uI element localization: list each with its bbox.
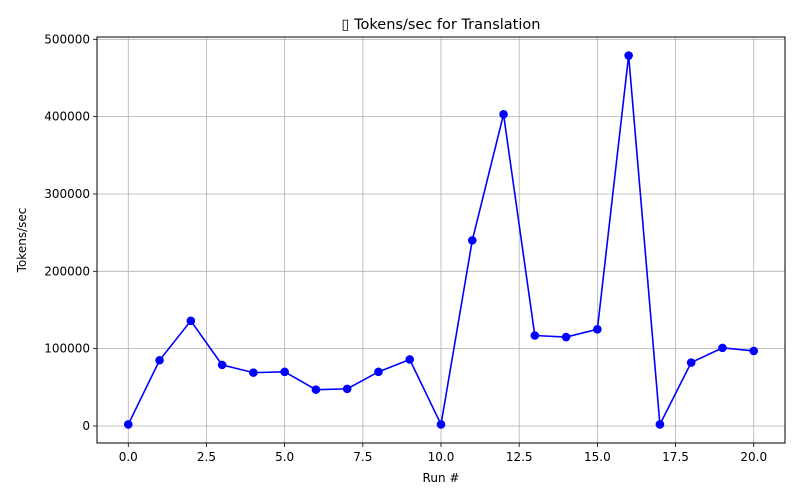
data-point xyxy=(593,325,602,334)
y-tick-label: 400000 xyxy=(44,110,90,124)
data-point xyxy=(624,51,633,60)
y-axis: 0 100000 200000 300000 400000 500000 xyxy=(44,32,97,433)
y-tick-label: 100000 xyxy=(44,342,90,356)
data-point xyxy=(186,316,196,326)
chart-title: ▯ Tokens/sec for Translation xyxy=(342,17,541,33)
data-point xyxy=(718,343,727,353)
data-point xyxy=(436,420,446,429)
y-tick-label: 500000 xyxy=(44,32,90,46)
x-axis: 0.0 2.5 5.0 7.5 10.0 12.5 15.0 17.5 20.0 xyxy=(119,443,767,464)
data-point xyxy=(655,420,665,429)
y-tick-label: 300000 xyxy=(44,187,90,201)
data-point xyxy=(280,367,289,377)
data-point xyxy=(217,360,227,370)
data-point xyxy=(749,346,759,356)
data-point xyxy=(405,355,415,364)
x-tick-label: 5.0 xyxy=(275,450,294,464)
x-tick-label: 10.0 xyxy=(428,450,455,464)
data-point xyxy=(155,355,164,365)
data-point xyxy=(530,331,540,340)
data-point xyxy=(561,332,571,342)
x-tick-label: 20.0 xyxy=(740,450,767,464)
x-tick-label: 15.0 xyxy=(584,450,611,464)
grid xyxy=(97,37,785,443)
data-point xyxy=(342,384,352,394)
x-tick-label: 2.5 xyxy=(197,450,216,464)
data-point xyxy=(311,385,321,394)
data-point xyxy=(467,236,477,245)
x-tick-label: 12.5 xyxy=(506,450,533,464)
x-tick-label: 7.5 xyxy=(353,450,372,464)
data-point xyxy=(374,367,383,377)
x-tick-label: 17.5 xyxy=(662,450,689,464)
x-axis-label: Run # xyxy=(423,471,460,485)
data-point xyxy=(686,358,696,367)
series-group xyxy=(123,51,759,429)
data-point xyxy=(123,420,133,429)
y-tick-label: 0 xyxy=(82,419,90,433)
y-axis-label: Tokens/sec xyxy=(15,208,29,274)
y-tick-label: 200000 xyxy=(44,264,90,278)
data-point xyxy=(499,110,508,119)
x-tick-label: 0.0 xyxy=(119,450,138,464)
data-point xyxy=(249,368,258,377)
